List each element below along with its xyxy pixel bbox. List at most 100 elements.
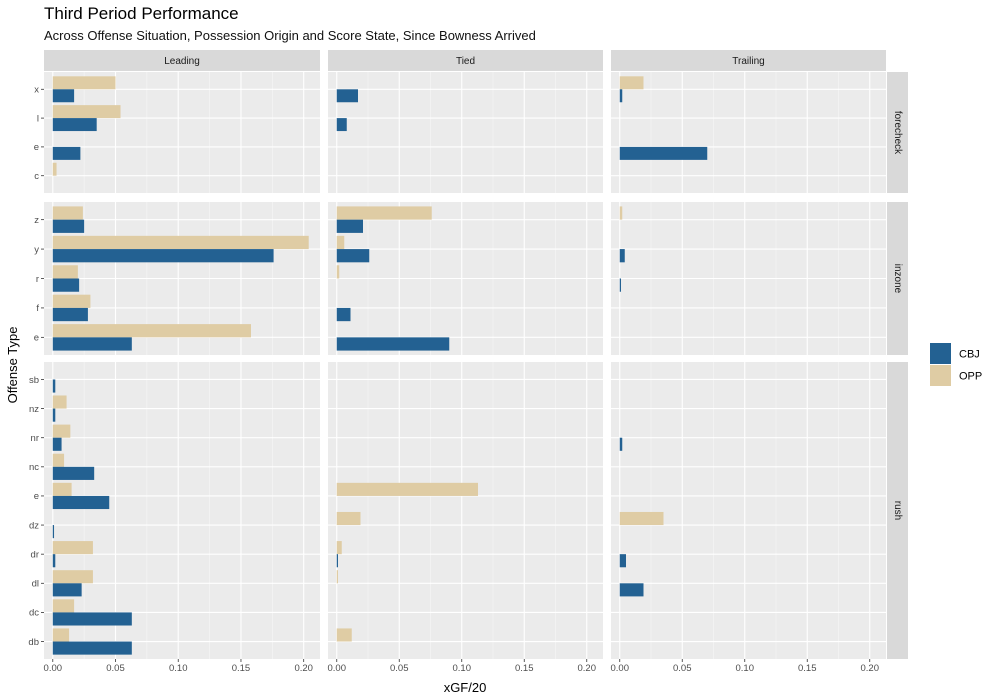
y-tick-label: dc — [29, 608, 39, 619]
x-tick-label: 0.10 — [453, 663, 472, 674]
bar-cbj-inzone-e — [52, 337, 132, 351]
y-tick-label: dz — [29, 520, 39, 531]
bar-cbj-inzone-y — [336, 249, 370, 263]
panel-inzone-leading: z y r f e — [34, 202, 320, 355]
bar-cbj-rush-e — [52, 495, 110, 510]
column-strip-leading — [44, 50, 320, 71]
bar-opp-inzone-z — [336, 206, 432, 220]
bar-cbj-rush-dc — [52, 612, 132, 626]
bar-opp-inzone-e — [52, 324, 252, 338]
y-tick-label: x — [34, 85, 39, 96]
row-strip-forecheck — [887, 72, 908, 193]
bar-opp-rush-dz — [336, 511, 361, 526]
bar-opp-rush-db — [52, 628, 70, 642]
bar-cbj-forecheck-x — [336, 89, 358, 103]
bar-opp-forecheck-c — [52, 162, 57, 176]
legend: CBJ OPP — [930, 343, 982, 386]
y-tick-label: nr — [31, 433, 39, 444]
row-strip-label: inzone — [892, 264, 903, 294]
panel-inzone-trailing — [611, 202, 886, 355]
legend-swatch-opp — [930, 365, 951, 386]
x-tick-label: 0.20 — [294, 663, 313, 674]
x-tick-label: 0.15 — [232, 663, 251, 674]
bar-cbj-inzone-f — [52, 307, 88, 322]
bar-cbj-forecheck-x — [619, 89, 623, 103]
bar-cbj-rush-dr — [52, 554, 56, 568]
bar-opp-forecheck-x — [52, 76, 116, 90]
bar-cbj-inzone-y — [619, 249, 625, 263]
x-tick-label: 0.00 — [611, 663, 630, 674]
row-strip-rush — [887, 362, 908, 659]
bar-opp-inzone-r — [52, 265, 78, 279]
bar-opp-inzone-z — [52, 206, 83, 220]
y-axis-title: Offense Type — [5, 327, 20, 404]
x-axis-title: xGF/20 — [444, 680, 487, 695]
bar-opp-rush-dz — [619, 511, 664, 526]
bar-cbj-rush-dl — [619, 583, 644, 597]
x-tick-label: 0.10 — [736, 663, 755, 674]
y-tick-label: db — [28, 637, 39, 648]
bar-opp-rush-nr — [52, 424, 71, 438]
y-tick-label: sb — [29, 375, 39, 386]
bar-opp-rush-dr — [52, 541, 93, 555]
bar-opp-forecheck-l — [52, 105, 121, 119]
panel-inzone-tied — [328, 202, 603, 355]
y-tick-label: nz — [29, 404, 39, 415]
bar-opp-inzone-f — [52, 294, 91, 308]
bar-opp-inzone-y — [52, 235, 309, 250]
bar-cbj-rush-nr — [619, 437, 623, 451]
bar-opp-rush-dl — [52, 570, 93, 584]
panel-background — [328, 362, 603, 659]
bar-cbj-rush-dr — [619, 554, 626, 568]
bar-opp-inzone-z — [619, 206, 623, 220]
column-strip-tied — [328, 50, 603, 71]
y-tick-label: r — [36, 274, 39, 285]
column-strip-label: Tied — [456, 56, 475, 67]
x-tick-label: 0.20 — [861, 663, 880, 674]
bar-cbj-inzone-r — [619, 278, 621, 292]
panel-background — [44, 72, 320, 193]
bar-opp-rush-dr — [336, 541, 342, 555]
x-tick-label: 0.15 — [515, 663, 534, 674]
bar-opp-rush-dc — [52, 599, 75, 613]
x-tick-label: 0.05 — [673, 663, 692, 674]
bar-cbj-inzone-y — [52, 249, 274, 263]
y-tick-label: dr — [31, 549, 39, 560]
x-tick-label: 0.00 — [328, 663, 347, 674]
panel-forecheck-trailing — [611, 72, 886, 193]
panel-background — [44, 362, 320, 659]
bar-cbj-rush-nz — [52, 408, 56, 422]
panel-background — [611, 72, 886, 193]
x-tick-label: 0.05 — [390, 663, 409, 674]
bar-cbj-rush-dl — [52, 583, 82, 597]
chart-title: Third Period Performance — [44, 4, 239, 23]
bar-opp-rush-nz — [52, 395, 67, 409]
bar-cbj-inzone-f — [336, 307, 351, 322]
panel-background — [328, 72, 603, 193]
panel-background — [611, 362, 886, 659]
row-strip-label: forecheck — [892, 111, 903, 155]
y-tick-label: l — [37, 113, 39, 124]
bar-cbj-forecheck-x — [52, 89, 75, 103]
panel-forecheck-tied — [328, 72, 603, 193]
y-tick-label: e — [34, 142, 39, 153]
legend-label-cbj: CBJ — [959, 349, 980, 361]
bar-cbj-inzone-z — [52, 219, 85, 233]
bar-opp-rush-e — [52, 482, 72, 496]
column-strip-label: Leading — [164, 56, 200, 67]
column-strip-label: Trailing — [732, 56, 764, 67]
x-tick-label: 0.05 — [106, 663, 125, 674]
panel-rush-tied: 0.00 0.05 0.10 0.15 0.20 — [328, 362, 603, 674]
x-tick-label: 0.20 — [578, 663, 597, 674]
bar-opp-inzone-y — [336, 235, 345, 250]
bar-cbj-inzone-z — [336, 219, 363, 233]
panel-forecheck-leading: x l e c — [34, 72, 320, 193]
legend-swatch-cbj — [930, 343, 951, 364]
row-strip-inzone — [887, 202, 908, 355]
x-tick-label: 0.10 — [169, 663, 188, 674]
bar-cbj-rush-db — [52, 641, 132, 655]
bar-cbj-rush-dr — [336, 554, 338, 568]
panel-rush-trailing: 0.00 0.05 0.10 0.15 0.20 — [611, 362, 886, 674]
bar-opp-rush-nc — [52, 453, 65, 467]
